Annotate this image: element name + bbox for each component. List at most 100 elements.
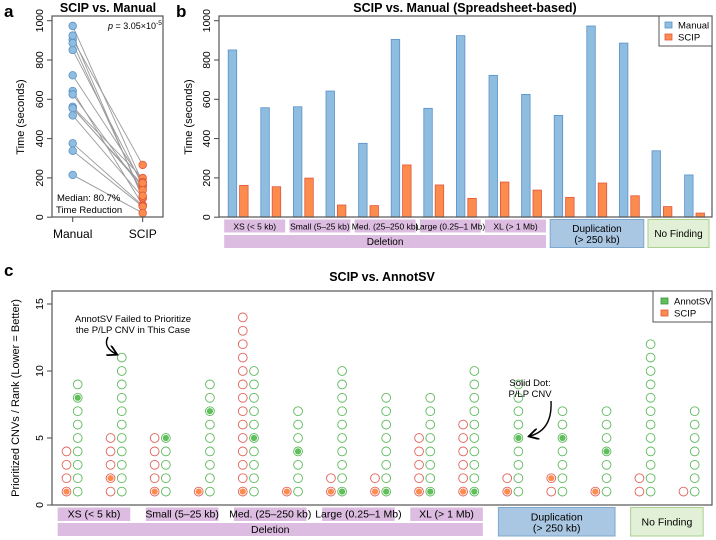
annotsv-rank-dot [249, 379, 259, 390]
scip-point [138, 178, 147, 188]
annotsv-plp-solid-dot [471, 488, 478, 495]
annotsv-rank-dot [425, 419, 436, 430]
annotsv-rank-dot [72, 486, 83, 497]
panel-b-subgroup-box [289, 219, 351, 233]
panel-b-y-tick-label: 600 [201, 90, 213, 108]
scip-rank-dot [149, 446, 160, 457]
panel-c-dots [61, 312, 700, 497]
annotsv-rank-dot [513, 473, 524, 484]
annotsv-rank-dot [293, 459, 303, 470]
scip-rank-dot [237, 352, 248, 363]
scip-plp-solid-dot [195, 488, 202, 495]
annotsv-rank-dot [513, 379, 524, 390]
annotsv-rank-dot [601, 433, 612, 443]
annotsv-rank-dot [469, 419, 480, 430]
annotsv-rank-dot [337, 446, 347, 457]
annotsv-rank-dot [645, 406, 656, 417]
p-value-exponent: -5 [156, 20, 162, 27]
annotsv-rank-dot [116, 446, 127, 457]
annotsv-rank-dot [116, 406, 127, 417]
annotsv-rank-dot [205, 486, 215, 497]
annotsv-rank-dot [469, 406, 480, 417]
panel-c-title: SCIP vs. AnnotSV [329, 270, 435, 284]
panel-a-x-label-manual: Manual [53, 227, 92, 241]
scip-rank-dot [237, 392, 248, 403]
annotsv-rank-dot [205, 433, 215, 443]
panel-c-y-ticks: 0 5 10 15 [34, 298, 52, 508]
panel-c-group-label-nofinding: No Finding [642, 516, 693, 528]
scip-rank-dot [237, 419, 248, 430]
annotsv-rank-dot [557, 419, 568, 430]
manual-point [68, 38, 77, 48]
legend-annotsv-label: AnnotSV [674, 297, 712, 308]
solid-dot-note-line2: P/LP CNV [508, 389, 552, 400]
annotsv-rank-dot [116, 459, 127, 470]
annotsv-rank-dot [337, 392, 347, 403]
scip-bar [239, 184, 249, 218]
legend-scip-label-c: SCIP [674, 309, 696, 320]
annotsv-rank-dot [469, 379, 480, 390]
pair-line [72, 25, 144, 184]
panel-c-subgroup-label: XS (< 5 kb) [68, 509, 121, 521]
annotsv-rank-dot [513, 392, 524, 403]
pair-line [72, 142, 143, 206]
annotsv-rank-dot [293, 473, 303, 484]
annotsv-rank-dot [689, 446, 700, 457]
manual-bar [423, 107, 433, 218]
panel-letter-a: a [4, 2, 14, 21]
panel-c-group-label-deletion: Deletion [251, 524, 290, 536]
panel-c-y-tick-label: 15 [34, 298, 46, 310]
panel-c-subgroup-box [145, 507, 219, 521]
annotsv-rank-dot [601, 473, 612, 484]
scip-bar [369, 205, 379, 218]
scip-rank-dot [546, 486, 557, 497]
annotsv-plp-solid-dot [74, 394, 81, 401]
annotsv-rank-dot [337, 433, 347, 443]
annotsv-rank-dot [513, 446, 524, 457]
scip-plp-solid-dot [107, 475, 114, 482]
panel-b-y-tick-label: 400 [201, 130, 213, 148]
annotsv-rank-dot [337, 473, 347, 484]
scip-bar [597, 182, 608, 218]
annotsv-rank-dot [116, 352, 127, 363]
scip-point [138, 191, 147, 200]
annotsv-rank-dot [381, 392, 392, 403]
panel-b-bar-chart: SCIP vs. Manual (Spreadsheet-based) Time… [183, 1, 713, 248]
annotsv-failed-arrow-icon [105, 336, 116, 354]
annotsv-rank-dot [425, 433, 436, 443]
panel-b-plot-frame [218, 15, 713, 218]
annotsv-rank-dot [337, 406, 347, 417]
panel-c-rank-plot: SCIP vs. AnnotSV Prioritized CNVs / Rank… [10, 270, 713, 537]
scip-plp-solid-dot [592, 488, 599, 495]
annotsv-rank-dot [645, 473, 656, 484]
scip-rank-dot [237, 446, 248, 457]
annotsv-rank-dot [116, 392, 127, 403]
panel-c-legend: AnnotSV SCIP [652, 290, 713, 323]
panel-c-group-box-deletion [57, 523, 483, 536]
annotsv-rank-dot [513, 406, 524, 417]
annotsv-rank-dot [72, 379, 83, 390]
annotsv-rank-dot [645, 459, 656, 470]
panel-a-paired-plot: SCIP vs. Manual Time (seconds) 0 200 400 60… [15, 1, 164, 241]
p-value-annotation: p = 3.05×10-5 [107, 20, 162, 31]
panel-a-y-axis-label: Time (seconds) [15, 79, 27, 154]
panel-c-y-axis-label: Prioritized CNVs / Rank (Lower = Better) [10, 299, 22, 497]
scip-bar [565, 196, 575, 218]
manual-point [68, 45, 77, 55]
panel-c-group-label-duplication: Duplication [531, 511, 583, 523]
scip-rank-dot [61, 459, 72, 470]
annotsv-rank-dot [249, 459, 259, 470]
annotsv-rank-dot [205, 473, 215, 484]
manual-bar [325, 90, 335, 218]
manual-bar [651, 150, 661, 218]
annotsv-rank-dot [160, 446, 171, 457]
scip-rank-dot [237, 433, 248, 443]
annotsv-rank-dot [469, 446, 480, 457]
annotsv-rank-dot [381, 433, 392, 443]
panel-b-group-label-duplication: Duplication [572, 224, 621, 235]
annotsv-rank-dot [601, 406, 612, 417]
panel-c-subgroup-box [233, 507, 307, 521]
annotsv-rank-dot [425, 406, 436, 417]
panel-b-subgroup-label: Large (0.25–1 Mb) [415, 221, 485, 231]
panel-c-subgroup-box [322, 507, 395, 521]
